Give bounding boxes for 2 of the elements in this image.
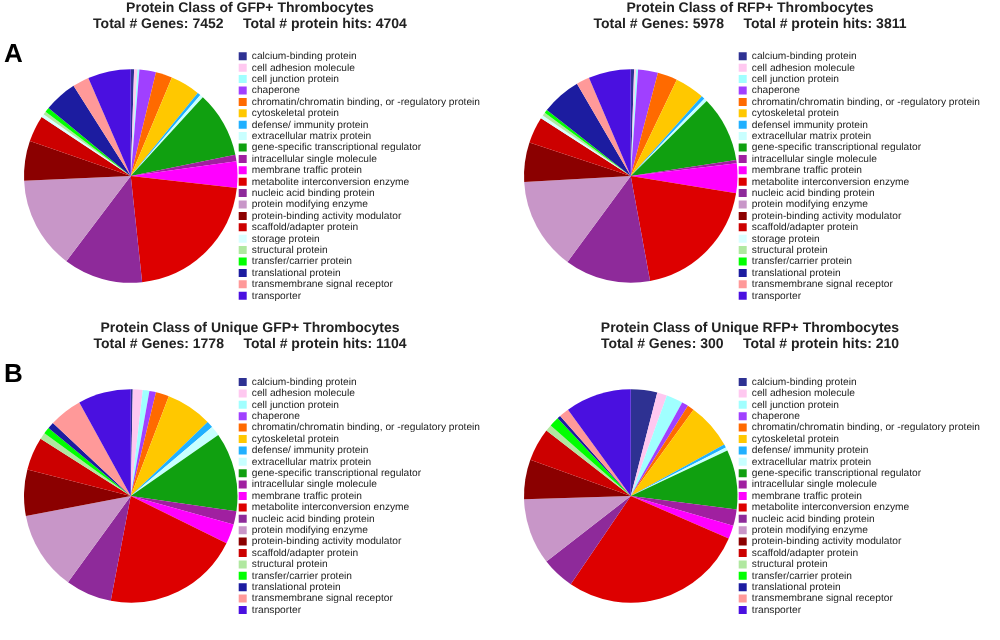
- text: B: [4, 358, 23, 389]
- text: A: [4, 38, 24, 69]
